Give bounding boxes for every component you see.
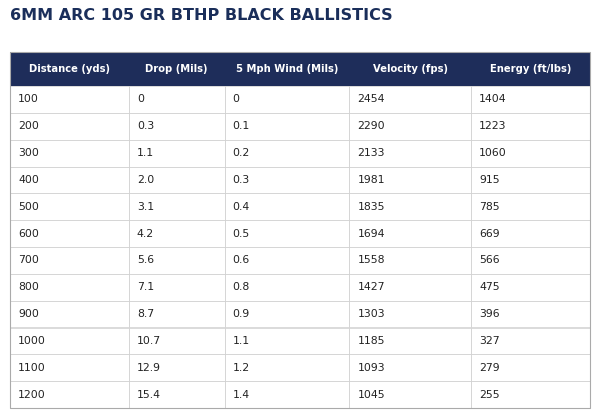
- Text: 0.1: 0.1: [233, 121, 250, 131]
- Text: 700: 700: [18, 255, 39, 265]
- Text: 1045: 1045: [357, 389, 385, 400]
- Text: 12.9: 12.9: [137, 363, 161, 373]
- Text: 0.9: 0.9: [233, 309, 250, 319]
- Text: 900: 900: [18, 309, 39, 319]
- Text: 15.4: 15.4: [137, 389, 161, 400]
- Text: 0.8: 0.8: [233, 282, 250, 292]
- Text: 1185: 1185: [357, 336, 385, 346]
- Text: 7.1: 7.1: [137, 282, 154, 292]
- Text: 1835: 1835: [357, 202, 385, 212]
- Text: Velocity (fps): Velocity (fps): [373, 64, 448, 74]
- Text: 2290: 2290: [357, 121, 385, 131]
- Text: 1.1: 1.1: [233, 336, 250, 346]
- Text: 2.0: 2.0: [137, 175, 154, 185]
- Text: 1093: 1093: [357, 363, 385, 373]
- Text: Energy (ft/lbs): Energy (ft/lbs): [490, 64, 571, 74]
- Text: 1303: 1303: [357, 309, 385, 319]
- Text: 5.6: 5.6: [137, 255, 154, 265]
- Text: 785: 785: [479, 202, 500, 212]
- Text: 300: 300: [18, 148, 39, 158]
- Text: 0.5: 0.5: [233, 228, 250, 239]
- Text: 1100: 1100: [18, 363, 46, 373]
- Text: 1223: 1223: [479, 121, 506, 131]
- Text: 475: 475: [479, 282, 500, 292]
- Text: 566: 566: [479, 255, 500, 265]
- Text: 0: 0: [137, 94, 144, 104]
- Text: 500: 500: [18, 202, 39, 212]
- Text: 0.3: 0.3: [137, 121, 154, 131]
- Text: 1.4: 1.4: [233, 389, 250, 400]
- Text: 0.6: 0.6: [233, 255, 250, 265]
- Text: 1404: 1404: [479, 94, 507, 104]
- Text: 0: 0: [233, 94, 239, 104]
- Text: 800: 800: [18, 282, 39, 292]
- Text: 6MM ARC 105 GR BTHP BLACK BALLISTICS: 6MM ARC 105 GR BTHP BLACK BALLISTICS: [10, 8, 392, 23]
- Text: 915: 915: [479, 175, 500, 185]
- Text: 327: 327: [479, 336, 500, 346]
- Text: 2454: 2454: [357, 94, 385, 104]
- Text: 3.1: 3.1: [137, 202, 154, 212]
- Text: 0.3: 0.3: [233, 175, 250, 185]
- Text: 600: 600: [18, 228, 39, 239]
- Text: 0.2: 0.2: [233, 148, 250, 158]
- Text: 1000: 1000: [18, 336, 46, 346]
- Text: 0.4: 0.4: [233, 202, 250, 212]
- Text: 2133: 2133: [357, 148, 385, 158]
- Text: 1.1: 1.1: [137, 148, 154, 158]
- Text: 279: 279: [479, 363, 500, 373]
- Text: 8.7: 8.7: [137, 309, 154, 319]
- Text: 1558: 1558: [357, 255, 385, 265]
- Text: 200: 200: [18, 121, 39, 131]
- Text: 396: 396: [479, 309, 500, 319]
- Text: 1200: 1200: [18, 389, 46, 400]
- Text: 1981: 1981: [357, 175, 385, 185]
- Text: 1.2: 1.2: [233, 363, 250, 373]
- Text: 5 Mph Wind (Mils): 5 Mph Wind (Mils): [236, 64, 338, 74]
- Text: Drop (Mils): Drop (Mils): [145, 64, 208, 74]
- Text: Distance (yds): Distance (yds): [29, 64, 110, 74]
- Text: 10.7: 10.7: [137, 336, 161, 346]
- Text: 1427: 1427: [357, 282, 385, 292]
- Text: 100: 100: [18, 94, 39, 104]
- Text: 4.2: 4.2: [137, 228, 154, 239]
- Text: 669: 669: [479, 228, 500, 239]
- Text: 1694: 1694: [357, 228, 385, 239]
- Text: 400: 400: [18, 175, 39, 185]
- Text: 255: 255: [479, 389, 500, 400]
- Text: 1060: 1060: [479, 148, 507, 158]
